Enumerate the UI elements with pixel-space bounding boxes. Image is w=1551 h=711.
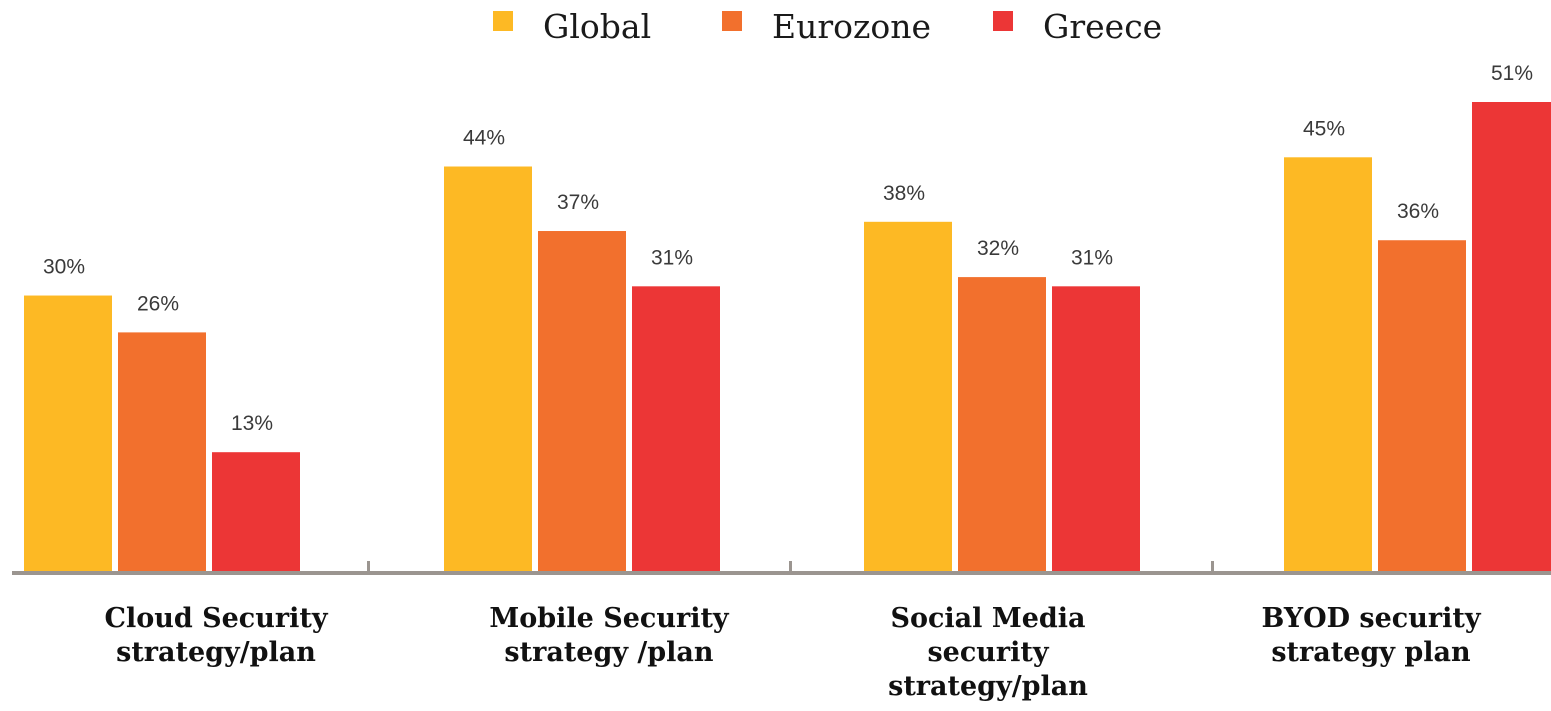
legend-swatch-eurozone — [722, 11, 742, 31]
category-label-line: strategy plan — [1271, 637, 1471, 668]
value-label-global-2: 44% — [463, 127, 505, 150]
category-label-line: Mobile Security — [489, 603, 730, 634]
category-label-1: Cloud Security strategy/plan — [104, 603, 328, 668]
value-label-greece-1: 13% — [231, 412, 273, 435]
value-label-eurozone-2: 37% — [557, 191, 599, 214]
value-label-eurozone-1: 26% — [137, 292, 179, 315]
value-label-greece-3: 31% — [1071, 246, 1113, 269]
value-label-greece-2: 31% — [651, 246, 693, 269]
value-label-global-1: 30% — [43, 256, 85, 279]
value-label-global-3: 38% — [883, 182, 925, 205]
category-label-2: Mobile Security strategy /plan — [489, 603, 730, 668]
x-axis-tick-2 — [789, 561, 792, 573]
x-axis-tick-1 — [367, 561, 370, 573]
x-axis-line — [12, 571, 1551, 575]
legend: Global Eurozone Greece — [493, 7, 1162, 46]
category-label-line: strategy/plan — [888, 671, 1088, 702]
value-labels-group: 30% 26% 13% 44% 37% 31% 38% 32% 31% 45% 36% 51% — [43, 62, 1533, 435]
bar-greece-3 — [1052, 286, 1140, 572]
x-axis — [12, 561, 1551, 575]
value-label-eurozone-4: 36% — [1397, 200, 1439, 223]
legend-label-greece: Greece — [1043, 7, 1162, 46]
category-label-4: BYOD security strategy plan — [1261, 603, 1481, 668]
bar-greece-4 — [1472, 102, 1551, 572]
category-label-3: Social Media security strategy/plan — [888, 603, 1088, 702]
bar-eurozone-3 — [958, 277, 1046, 572]
bar-global-4 — [1284, 157, 1372, 572]
category-label-line: BYOD security — [1261, 603, 1481, 634]
category-label-line: security — [927, 637, 1049, 668]
bar-global-1 — [24, 295, 112, 572]
value-label-greece-4: 51% — [1491, 62, 1533, 85]
bar-eurozone-1 — [118, 332, 206, 572]
x-axis-tick-3 — [1211, 561, 1214, 573]
value-label-global-4: 45% — [1303, 117, 1345, 140]
bar-greece-2 — [632, 286, 720, 572]
bar-eurozone-2 — [538, 231, 626, 573]
category-label-line: strategy/plan — [116, 637, 316, 668]
bars-group — [24, 102, 1551, 573]
bar-global-2 — [444, 166, 532, 572]
category-label-line: Cloud Security — [104, 603, 328, 634]
category-label-line: Social Media — [890, 603, 1085, 634]
legend-label-global: Global — [543, 7, 651, 46]
bar-greece-1 — [212, 452, 300, 572]
category-label-line: strategy /plan — [504, 637, 714, 668]
legend-swatch-greece — [993, 11, 1013, 31]
bar-eurozone-4 — [1378, 240, 1466, 572]
legend-swatch-global — [493, 11, 513, 31]
legend-label-eurozone: Eurozone — [772, 7, 931, 46]
bar-global-3 — [864, 221, 952, 572]
value-label-eurozone-3: 32% — [977, 237, 1019, 260]
